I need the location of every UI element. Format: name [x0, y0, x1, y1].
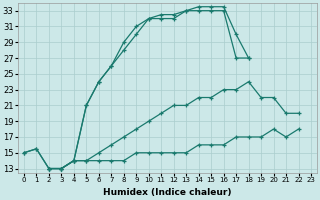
X-axis label: Humidex (Indice chaleur): Humidex (Indice chaleur) — [103, 188, 232, 197]
